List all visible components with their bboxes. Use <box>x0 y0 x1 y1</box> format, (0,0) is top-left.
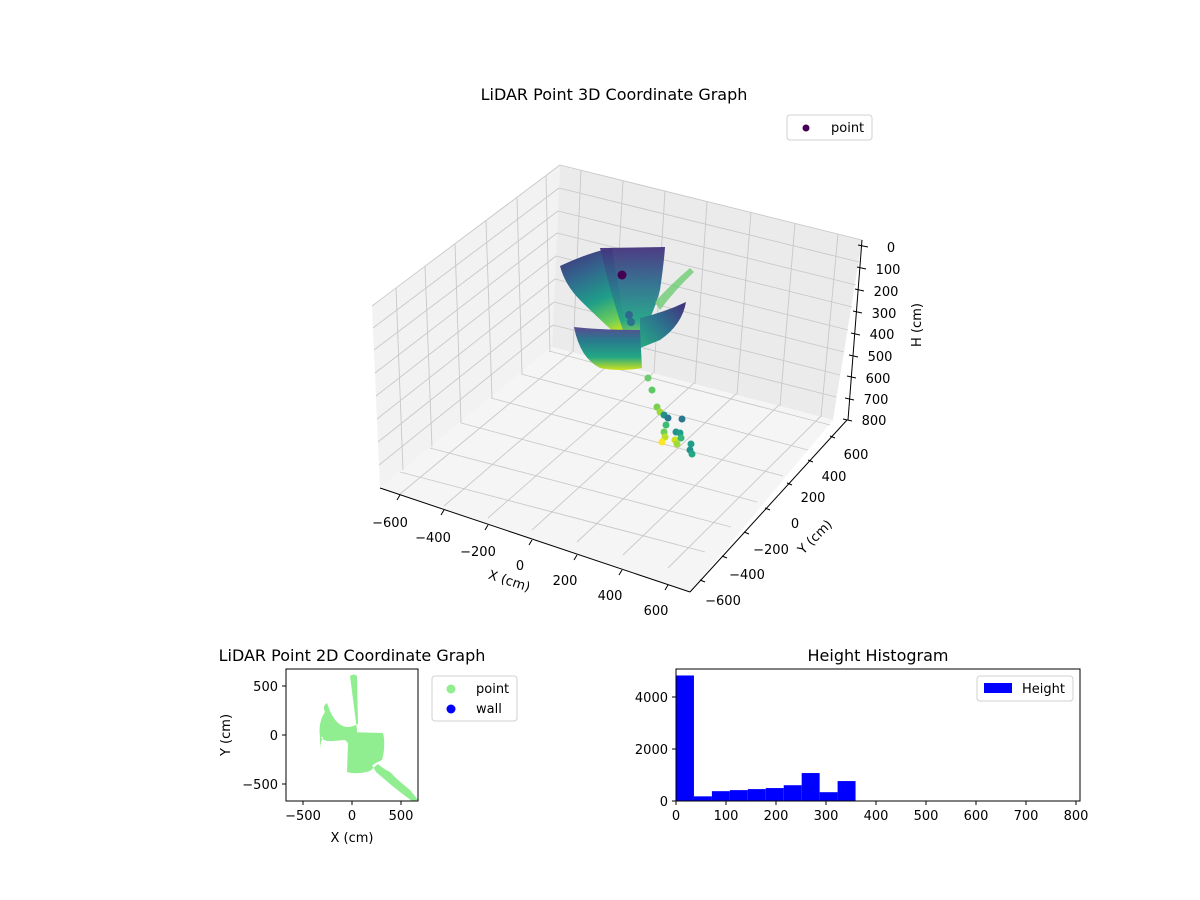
plot2d-legend: point wall <box>431 675 518 722</box>
plot2d-xlabel: X (cm) <box>331 831 374 846</box>
svg-text:400: 400 <box>864 809 889 824</box>
plot3d-pane-floor <box>380 347 833 592</box>
svg-text:700: 700 <box>1014 809 1039 824</box>
svg-text:600: 600 <box>964 809 989 824</box>
svg-text:300: 300 <box>814 809 839 824</box>
svg-text:600: 600 <box>844 448 869 463</box>
svg-text:0: 0 <box>791 517 799 532</box>
plot3d-y-axis-line <box>689 419 848 593</box>
svg-text:0: 0 <box>660 795 668 810</box>
histogram-bar <box>837 781 856 801</box>
svg-text:400: 400 <box>870 328 895 343</box>
svg-text:500: 500 <box>253 680 278 695</box>
svg-text:400: 400 <box>598 589 623 604</box>
plot2d: LiDAR Point 2D Coordinate Graph −500 0 5… <box>219 646 518 846</box>
svg-text:500: 500 <box>868 350 893 365</box>
histogram-legend-label: Height <box>1022 682 1065 697</box>
plot3d-grid <box>371 164 863 569</box>
legend-point-marker-icon <box>802 124 810 132</box>
plot2d-ylabel: Y (cm) <box>219 714 234 757</box>
plot2d-point-region-upper <box>319 703 349 738</box>
plot3d-x-axis-line <box>379 487 691 593</box>
histogram-bar <box>711 791 730 801</box>
svg-text:100: 100 <box>714 809 739 824</box>
svg-text:−500: −500 <box>242 778 278 793</box>
plot2d-title: LiDAR Point 2D Coordinate Graph <box>219 646 486 665</box>
svg-text:−600: −600 <box>372 516 408 531</box>
svg-text:0: 0 <box>516 559 524 574</box>
plot3d-ylabel: Y (cm) <box>795 517 836 558</box>
svg-text:200: 200 <box>801 491 826 506</box>
svg-text:0: 0 <box>672 809 680 824</box>
plot2d-point-region-lower <box>348 732 384 772</box>
svg-text:−400: −400 <box>415 531 451 546</box>
histogram-bar <box>783 785 802 801</box>
histogram-legend: Height <box>976 675 1074 702</box>
svg-text:−500: −500 <box>285 809 321 824</box>
histogram: Height Histogram 0 100 200 300 400 500 6… <box>635 646 1089 824</box>
plot3d: LiDAR Point 3D Coordinate Graph <box>371 85 925 619</box>
svg-text:−200: −200 <box>753 543 789 558</box>
svg-text:0: 0 <box>270 729 278 744</box>
plot3d-zlabel: H (cm) <box>910 303 925 347</box>
histogram-frame <box>675 668 1081 802</box>
svg-text:200: 200 <box>874 285 899 300</box>
svg-text:500: 500 <box>914 809 939 824</box>
svg-text:700: 700 <box>864 393 889 408</box>
legend-point-marker-icon <box>446 684 456 694</box>
plot3d-title: LiDAR Point 3D Coordinate Graph <box>481 85 748 104</box>
histogram-bar <box>819 792 838 801</box>
histogram-bars <box>676 675 856 801</box>
plot3d-xlabel: X (cm) <box>486 568 532 596</box>
svg-text:800: 800 <box>1064 809 1089 824</box>
svg-text:800: 800 <box>862 414 887 429</box>
svg-text:wall: wall <box>476 702 502 717</box>
legend-height-swatch-icon <box>984 683 1012 693</box>
plot3d-z-ticks: 0 100 200 300 400 500 600 700 800 H (cm) <box>842 241 925 429</box>
histogram-bar <box>676 675 694 801</box>
plot3d-legend: point <box>786 114 873 141</box>
plot3d-legend-label: point <box>831 121 864 136</box>
histogram-bar <box>729 790 748 801</box>
svg-text:400: 400 <box>822 470 847 485</box>
svg-text:−400: −400 <box>729 568 765 583</box>
histogram-title: Height Histogram <box>808 646 949 665</box>
histogram-bar <box>747 789 766 801</box>
svg-text:100: 100 <box>876 263 901 278</box>
svg-text:300: 300 <box>872 307 897 322</box>
svg-text:2000: 2000 <box>635 743 668 758</box>
svg-text:4000: 4000 <box>635 691 668 706</box>
svg-text:point: point <box>476 682 509 697</box>
svg-text:200: 200 <box>764 809 789 824</box>
svg-text:600: 600 <box>644 604 669 619</box>
svg-text:600: 600 <box>866 372 891 387</box>
histogram-bar <box>693 796 712 801</box>
histogram-bar <box>801 773 820 801</box>
plot3d-z-axis-line <box>847 239 863 421</box>
svg-text:−200: −200 <box>460 545 496 560</box>
plot3d-point-cloud <box>560 247 696 458</box>
svg-text:500: 500 <box>389 809 414 824</box>
svg-text:200: 200 <box>553 574 578 589</box>
legend-wall-marker-icon <box>446 704 456 714</box>
svg-text:0: 0 <box>887 241 895 256</box>
svg-text:0: 0 <box>348 809 356 824</box>
histogram-bar <box>765 788 784 801</box>
svg-text:−600: −600 <box>705 594 741 609</box>
plot3d-y-ticks: −600 −400 −200 0 200 400 600 Y (cm) <box>699 435 869 609</box>
